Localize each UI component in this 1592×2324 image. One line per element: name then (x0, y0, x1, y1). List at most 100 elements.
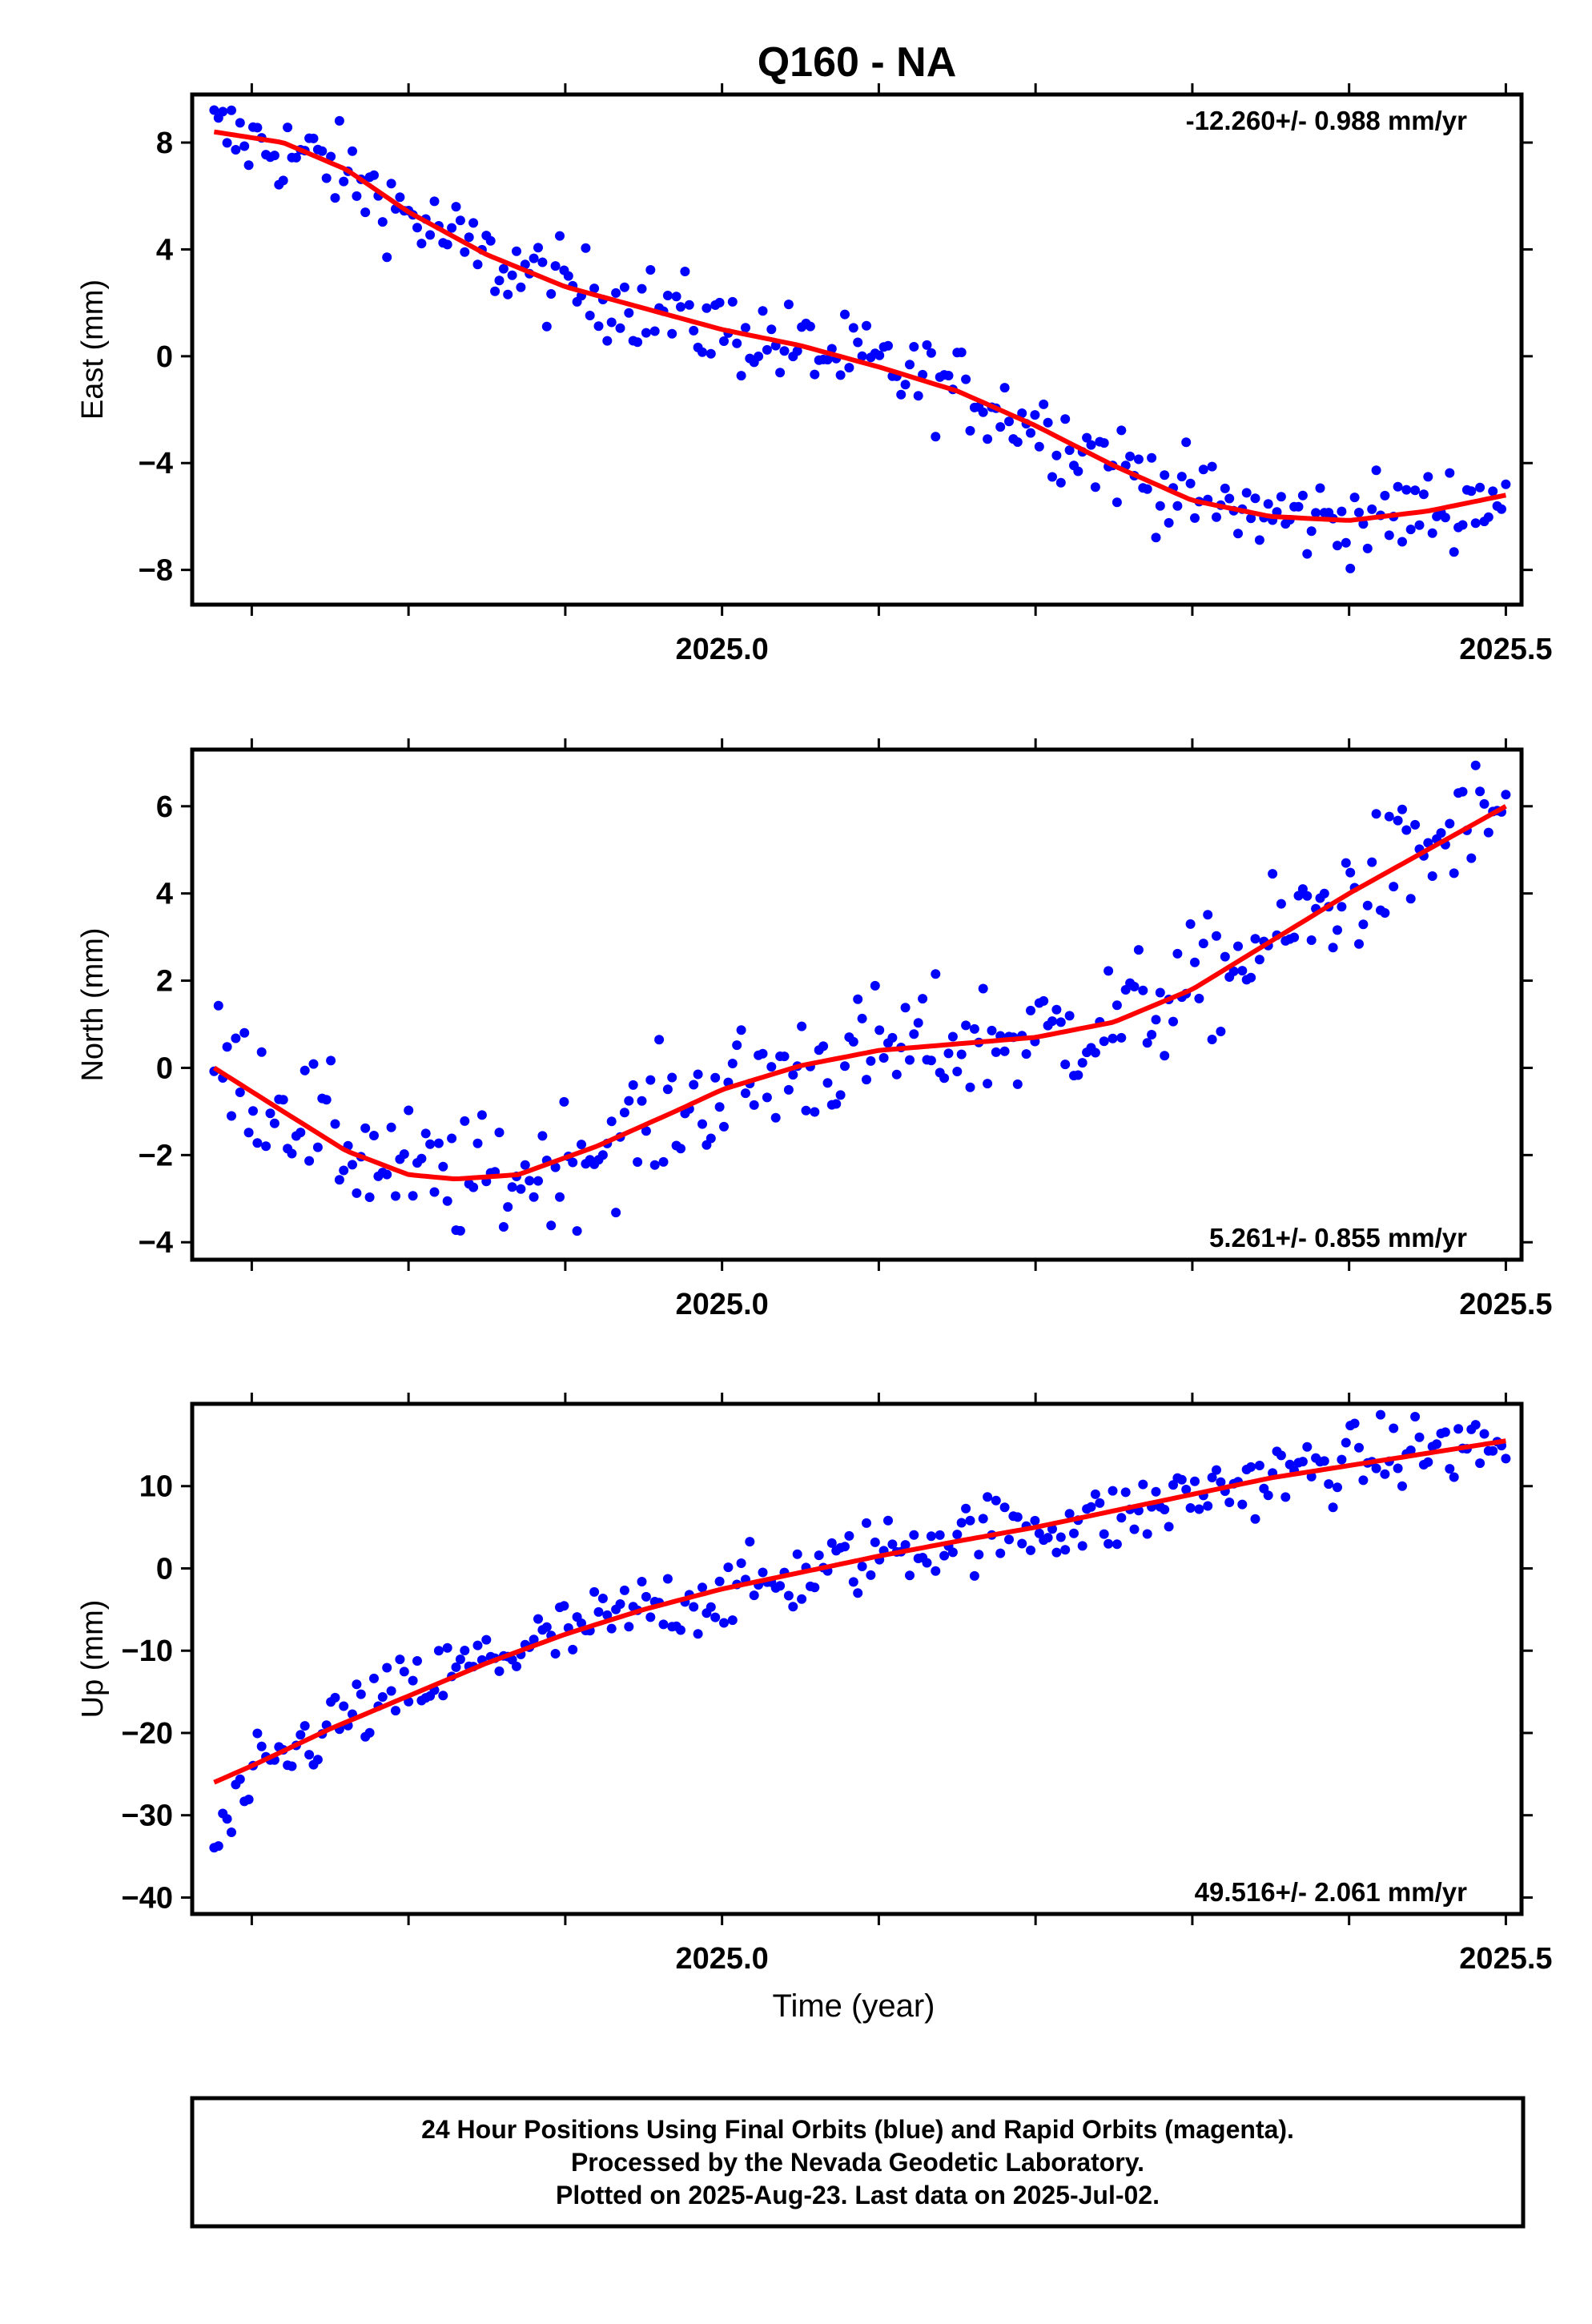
y-tick-label: 0 (156, 340, 173, 374)
data-point (1397, 1481, 1407, 1491)
data-point (503, 1202, 513, 1212)
data-point (1488, 1445, 1498, 1456)
data-point (1302, 891, 1313, 901)
y-tick-label: 4 (156, 878, 173, 911)
data-point (395, 1655, 405, 1665)
data-point (978, 983, 988, 994)
data-point (1393, 1463, 1403, 1474)
data-point (1043, 1533, 1053, 1543)
data-point (1194, 993, 1204, 1003)
data-point (227, 105, 236, 115)
data-point (1457, 786, 1468, 797)
data-point (334, 1175, 344, 1185)
data-point (848, 323, 858, 333)
data-point (533, 243, 543, 253)
data-point (1190, 1476, 1200, 1486)
data-points (209, 105, 1511, 573)
data-point (1293, 501, 1304, 512)
data-point (719, 1618, 729, 1628)
data-point (741, 1088, 750, 1099)
data-point (706, 1133, 716, 1144)
plot-frame (190, 1401, 1524, 1916)
data-point (352, 1188, 362, 1198)
data-point (1090, 1047, 1100, 1058)
data-point (732, 1040, 742, 1051)
data-point (1341, 858, 1351, 868)
data-point (213, 1841, 223, 1852)
data-point (1367, 857, 1377, 867)
data-point (1297, 490, 1308, 501)
data-point (555, 1192, 565, 1202)
data-point (455, 1225, 465, 1236)
data-point (1280, 1492, 1291, 1502)
data-point (1380, 490, 1390, 501)
data-point (1207, 1473, 1217, 1482)
data-point (464, 232, 474, 243)
data-point (1440, 513, 1450, 523)
data-point (356, 1689, 366, 1699)
y-tick-label: 8 (156, 127, 173, 160)
data-point (568, 1157, 578, 1168)
data-point (1311, 508, 1321, 518)
data-point (1410, 485, 1421, 496)
data-point (835, 1090, 846, 1100)
data-point (999, 1502, 1010, 1513)
data-point (231, 1033, 241, 1043)
x-axis-label: Time (year) (773, 1988, 935, 2024)
data-point (348, 146, 357, 156)
data-point (896, 389, 907, 400)
data-point (676, 302, 685, 312)
data-point (900, 380, 911, 390)
data-point (758, 1048, 768, 1059)
data-point (706, 348, 716, 359)
data-point (1362, 900, 1373, 911)
data-point (831, 1099, 842, 1109)
data-point (541, 321, 552, 332)
data-point (844, 1530, 854, 1541)
data-point (913, 391, 923, 401)
data-point (797, 1594, 807, 1604)
data-point (1090, 1489, 1100, 1499)
data-point (1337, 1454, 1347, 1465)
data-point (615, 323, 625, 333)
data-point (1475, 1458, 1485, 1469)
data-point (1172, 501, 1183, 511)
data-point (926, 348, 936, 358)
data-point (451, 1662, 461, 1672)
data-point (1147, 452, 1157, 463)
data-point (995, 422, 1006, 432)
data-point (399, 1149, 409, 1160)
data-point (611, 287, 621, 298)
data-point (1176, 1474, 1187, 1485)
data-point (481, 1634, 492, 1645)
data-point (377, 217, 388, 227)
data-point (269, 151, 279, 161)
data-point (874, 350, 885, 360)
data-point (295, 1730, 306, 1740)
data-point (719, 1121, 729, 1132)
fit-curve (213, 1438, 1506, 1785)
rate-label: 5.261+/- 0.855 mm/yr (1209, 1223, 1467, 1252)
data-point (239, 1027, 250, 1038)
data-point (1207, 461, 1217, 472)
chart-title: Q160 - NA (758, 39, 957, 86)
data-point (1250, 934, 1260, 944)
data-point (577, 1140, 586, 1150)
data-point (1410, 819, 1421, 830)
data-point (222, 1814, 232, 1824)
y-tick-label: 4 (156, 233, 173, 267)
data-point (222, 138, 232, 148)
data-point (714, 297, 725, 308)
data-point (1297, 1457, 1308, 1467)
data-point (624, 1622, 634, 1632)
data-point (391, 1706, 400, 1716)
data-point (1306, 526, 1317, 537)
data-point (512, 1661, 521, 1671)
data-point (278, 1095, 288, 1105)
data-point (1151, 1486, 1161, 1497)
y-axis-label: North (mm) (76, 927, 110, 1081)
data-point (243, 1795, 254, 1804)
data-point (874, 1025, 885, 1035)
data-point (1341, 537, 1351, 548)
